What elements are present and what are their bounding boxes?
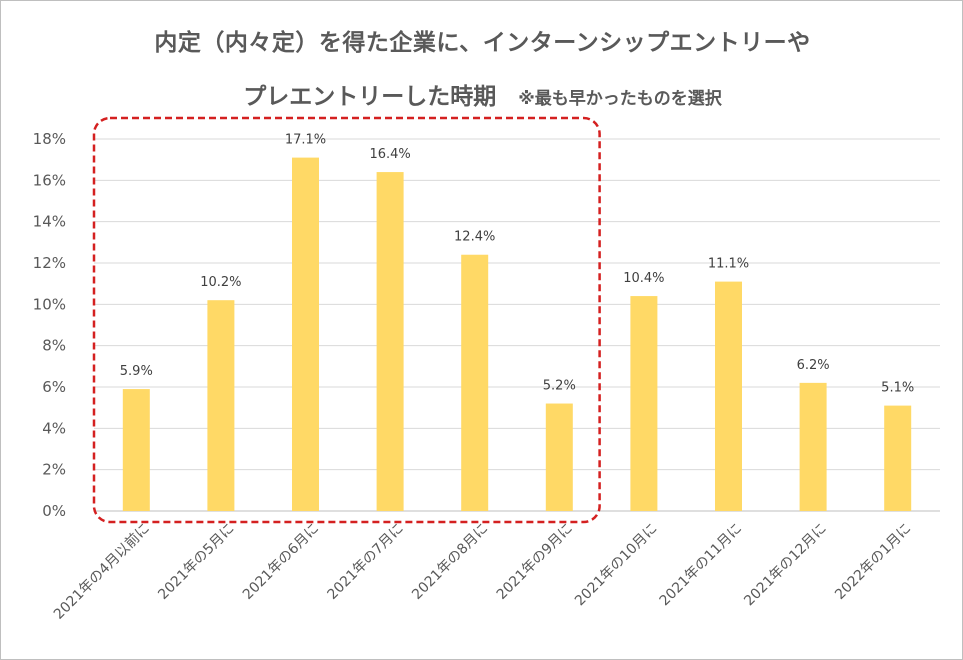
data-label: 5.2%	[543, 379, 576, 394]
y-tick-label: 8%	[42, 337, 66, 355]
bar	[376, 172, 404, 512]
y-tick-label: 12%	[33, 254, 66, 272]
bar	[884, 405, 912, 511]
y-tick-label: 6%	[42, 378, 66, 396]
category-label: 2021年の12月に	[741, 521, 830, 610]
category-label: 2021年の5月に	[155, 521, 237, 603]
bars	[122, 157, 912, 512]
data-label: 11.1%	[708, 257, 749, 272]
category-label: 2021年の11月に	[657, 521, 746, 610]
data-labels: 5.9% 10.2% 17.1% 16.4% 12.4% 5.2% 10.4% 11.1% 6.…	[120, 133, 914, 396]
x-axis-categories: 2021年の4月以前に 2021年の5月に 2021年の6月に 2021年の7月に 20…	[50, 520, 914, 623]
y-tick-label: 18%	[33, 130, 66, 148]
chart-title-line1: 内定（内々定）を得た企業に、インターンシップエントリーや	[154, 30, 811, 56]
category-label: 2021年の8月に	[409, 521, 491, 603]
chart-title-note: ※最も早かったものを選択	[518, 89, 722, 109]
data-label: 17.1%	[285, 133, 326, 148]
category-label: 2021年の6月に	[240, 521, 322, 603]
data-label: 6.2%	[797, 358, 830, 373]
highlight-box	[92, 116, 601, 524]
data-label: 16.4%	[369, 147, 410, 162]
category-label: 2021年の9月に	[494, 521, 576, 603]
y-tick-label: 10%	[33, 295, 66, 313]
y-tick-label: 2%	[42, 461, 66, 479]
data-label: 12.4%	[454, 230, 495, 245]
category-label: 2021年の10月に	[572, 521, 661, 610]
data-label: 10.2%	[200, 275, 241, 290]
bar	[715, 281, 742, 511]
y-tick-label: 16%	[33, 171, 66, 189]
y-tick-label: 0%	[42, 502, 66, 520]
chart-title-main: プレエントリーした時期	[243, 84, 497, 110]
category-label: 2021年の7月に	[325, 521, 407, 603]
data-label: 10.4%	[623, 271, 664, 286]
bar	[545, 403, 573, 511]
category-label: 2021年の4月以前に	[50, 520, 153, 623]
y-tick-label: 4%	[42, 419, 66, 437]
y-axis-ticks: 0% 2% 4% 6% 8% 10% 12% 14% 16% 18%	[33, 130, 66, 520]
y-tick-label: 14%	[33, 213, 66, 231]
gridlines	[94, 138, 940, 512]
bar	[292, 157, 319, 511]
bar	[461, 254, 489, 511]
data-label: 5.9%	[120, 364, 153, 379]
bar	[207, 300, 235, 511]
category-label: 2022年の1月に	[832, 521, 914, 603]
bar	[799, 382, 827, 511]
chart-title-line2: プレエントリーした時期 ※最も早かったものを選択	[1, 77, 963, 111]
data-label: 5.1%	[881, 381, 914, 396]
bar	[630, 296, 658, 511]
bar	[122, 389, 150, 511]
